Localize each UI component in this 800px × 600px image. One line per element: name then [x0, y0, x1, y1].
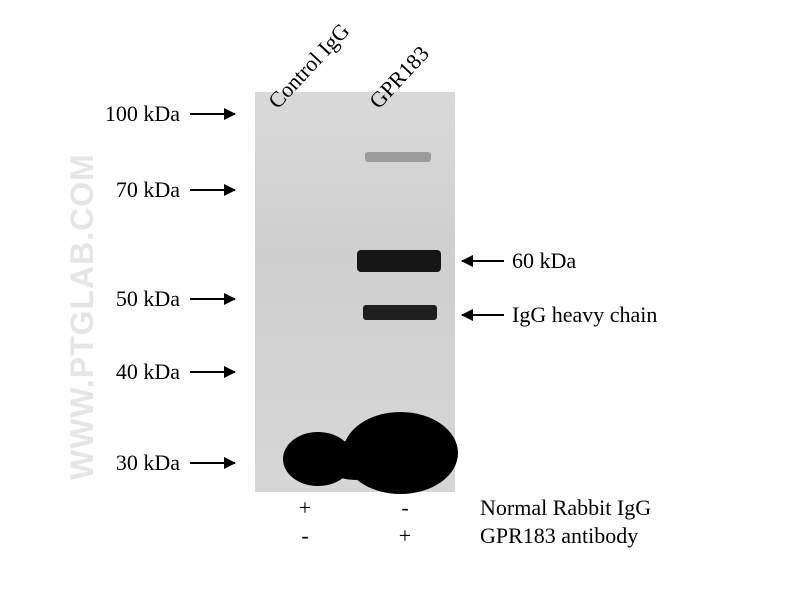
mw-arrow-50 [190, 298, 235, 300]
bottom-label-0: Normal Rabbit IgG [480, 495, 651, 521]
mw-label-30: 30 kDa [75, 450, 180, 476]
figure-container: WWW.PTGLAB.COM Control IgG GPR183 100 kD… [0, 0, 800, 600]
mw-arrow-100 [190, 113, 235, 115]
band-faint [365, 152, 431, 162]
blob-merge [325, 440, 385, 480]
bottom-label-1: GPR183 antibody [480, 523, 638, 549]
bottom-r0-c0: + [293, 495, 317, 521]
mw-label-40: 40 kDa [75, 359, 180, 385]
band-igg-heavy [363, 305, 437, 320]
mw-label-50: 50 kDa [75, 286, 180, 312]
right-arrow-igg [462, 314, 504, 316]
bottom-r0-c1: - [393, 495, 417, 521]
right-label-60: 60 kDa [512, 248, 576, 274]
right-label-igg: IgG heavy chain [512, 302, 657, 328]
band-60kda [357, 250, 441, 272]
right-arrow-60 [462, 260, 504, 262]
mw-label-100: 100 kDa [75, 101, 180, 127]
mw-arrow-70 [190, 189, 235, 191]
bottom-r1-c1: + [393, 523, 417, 549]
mw-arrow-40 [190, 371, 235, 373]
mw-label-70: 70 kDa [75, 177, 180, 203]
bottom-r1-c0: - [293, 523, 317, 549]
blot-membrane [255, 92, 455, 492]
mw-arrow-30 [190, 462, 235, 464]
